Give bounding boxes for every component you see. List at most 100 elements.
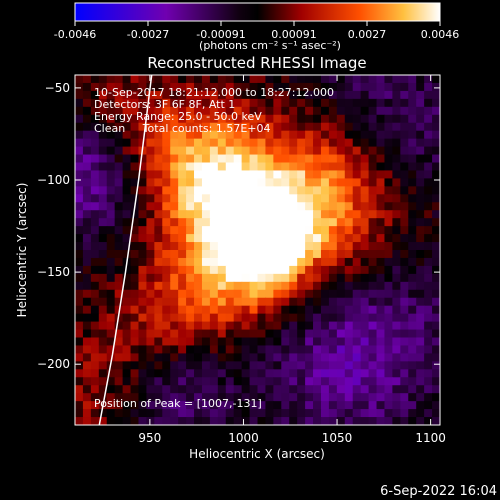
heatmap-cell	[344, 289, 354, 299]
heatmap-cell	[233, 393, 243, 402]
heatmap-cell	[178, 226, 187, 235]
heatmap-cell	[313, 281, 322, 291]
heatmap-cell	[225, 297, 235, 307]
heatmap-cell	[336, 393, 346, 402]
heatmap-cell	[289, 138, 298, 148]
heatmap-cell	[154, 337, 163, 347]
heatmap-cell	[281, 297, 290, 307]
heatmap-cell	[249, 178, 259, 187]
x-tick-label: 1100	[415, 431, 446, 445]
heatmap-cell	[170, 409, 179, 418]
heatmap-cell	[273, 98, 282, 108]
heatmap-cell	[257, 186, 267, 195]
heatmap-cell	[273, 401, 282, 410]
heatmap-cell	[352, 409, 362, 418]
heatmap-cell	[162, 114, 171, 124]
heatmap-cell	[186, 130, 195, 140]
heatmap-cell	[201, 162, 211, 172]
heatmap-cell	[328, 194, 338, 203]
heatmap-cell	[75, 114, 84, 124]
heatmap-cell	[194, 82, 203, 92]
heatmap-cell	[289, 273, 298, 283]
heatmap-cell	[162, 329, 171, 339]
heatmap-cell	[122, 218, 132, 227]
heatmap-cell	[416, 194, 425, 203]
heatmap-cell	[408, 202, 417, 211]
heatmap-cell	[336, 122, 346, 132]
heatmap-cell	[241, 114, 251, 124]
heatmap-cell	[162, 202, 171, 211]
heatmap-cell	[201, 122, 211, 132]
heatmap-cell	[225, 369, 235, 378]
heatmap-cell	[265, 178, 274, 187]
heatmap-cell	[344, 305, 354, 315]
heatmap-cell	[249, 250, 259, 259]
heatmap-cell	[265, 138, 274, 148]
heatmap-cell	[305, 417, 314, 425]
heatmap-cell	[194, 305, 203, 315]
heatmap-cell	[217, 218, 227, 227]
heatmap-cell	[281, 321, 290, 331]
heatmap-cell	[241, 289, 251, 299]
heatmap-cell	[281, 250, 290, 259]
heatmap-cell	[384, 250, 393, 259]
heatmap-cell	[384, 226, 393, 235]
heatmap-cell	[241, 281, 251, 291]
heatmap-cell	[241, 186, 251, 195]
heatmap-cell	[75, 345, 84, 354]
heatmap-cell	[376, 82, 386, 92]
heatmap-cell	[336, 146, 346, 156]
heatmap-cell	[265, 186, 274, 195]
heatmap-cell	[432, 75, 440, 84]
heatmap-cell	[416, 170, 425, 179]
heatmap-cell	[186, 218, 195, 227]
heatmap-cell	[201, 385, 211, 394]
heatmap-cell	[138, 377, 148, 386]
heatmap-cell	[281, 281, 290, 291]
heatmap-cell	[328, 313, 338, 323]
heatmap-cell	[114, 401, 124, 410]
heatmap-cell	[376, 98, 386, 108]
heatmap-cell	[368, 226, 378, 235]
heatmap-cell	[217, 297, 227, 307]
heatmap-cell	[392, 194, 401, 203]
heatmap-cell	[432, 250, 440, 259]
heatmap-cell	[75, 242, 84, 251]
heatmap-cell	[170, 138, 179, 148]
heatmap-cell	[368, 130, 378, 140]
heatmap-cell	[400, 114, 409, 124]
heatmap-cell	[194, 257, 203, 267]
heatmap-cell	[106, 250, 116, 259]
heatmap-cell	[432, 401, 440, 410]
heatmap-cell	[344, 82, 354, 92]
heatmap-cell	[233, 75, 243, 84]
heatmap-cell	[209, 106, 219, 116]
heatmap-cell	[209, 361, 219, 370]
heatmap-cell	[194, 313, 203, 323]
colorbar: -0.0046 -0.0027 -0.00091 0.00091 0.0027 0.004…	[54, 2, 459, 52]
heatmap-cell	[209, 329, 219, 339]
heatmap-cell	[305, 361, 314, 370]
heatmap-cell	[114, 250, 124, 259]
heatmap-cell	[162, 361, 171, 370]
heatmap-cell	[320, 218, 330, 227]
heatmap-cell	[392, 146, 401, 156]
heatmap-cell	[233, 170, 243, 179]
heatmap-cell	[384, 178, 393, 187]
heatmap-cell	[289, 289, 298, 299]
heatmap-cell	[281, 257, 290, 267]
heatmap-cell	[130, 273, 140, 283]
heatmap-cell	[384, 130, 393, 140]
heatmap-cell	[249, 75, 259, 84]
heatmap-cell	[360, 106, 370, 116]
heatmap-cell	[209, 313, 219, 323]
heatmap-cell	[416, 281, 425, 291]
heatmap-cell	[249, 329, 259, 339]
heatmap-cell	[400, 202, 409, 211]
heatmap-cell	[225, 250, 235, 259]
heatmap-cell	[209, 265, 219, 275]
heatmap-cell	[360, 265, 370, 275]
heatmap-cell	[122, 385, 132, 394]
heatmap-cell	[241, 361, 251, 370]
heatmap-cell	[154, 242, 163, 251]
